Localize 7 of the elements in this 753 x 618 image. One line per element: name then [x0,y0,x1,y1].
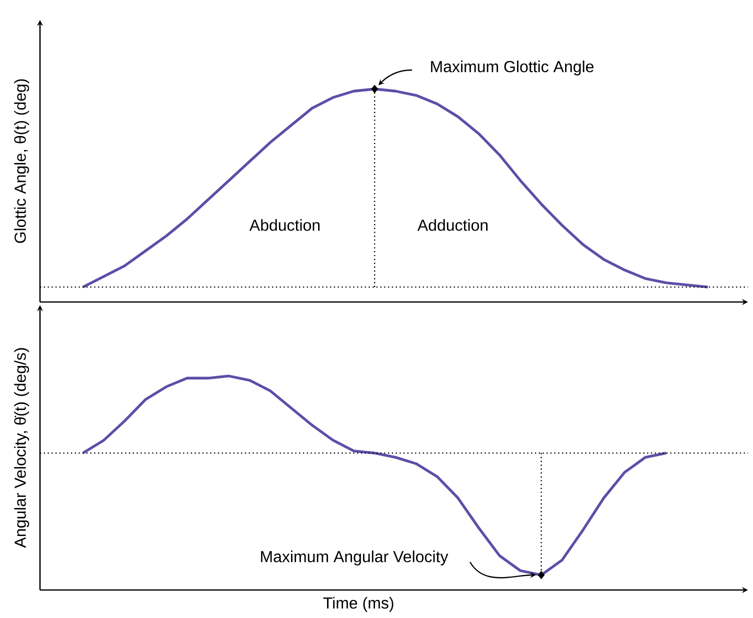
annotation: Maximum Angular Velocity [261,550,448,566]
annotation: Abduction [249,219,320,231]
y-axis-title: Glottic Angle, θ(t) (deg) [14,79,30,243]
y-axis-title: Angular Velocity, θ̇(t) (deg/s) [14,348,30,548]
x-axis-title: Time (ms) [323,596,394,612]
annotation: Adduction [417,219,488,231]
text: Maximum Glottic Angle [431,60,594,76]
